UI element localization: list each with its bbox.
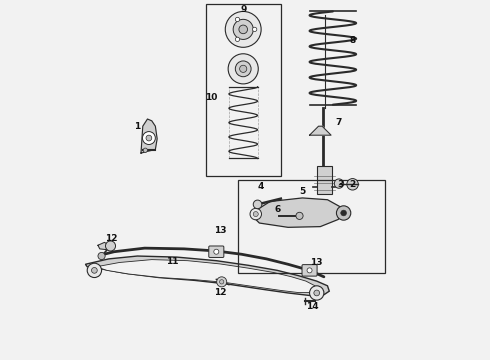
Circle shape (240, 65, 247, 72)
Circle shape (337, 206, 351, 220)
Circle shape (220, 280, 224, 284)
Circle shape (225, 12, 261, 47)
Circle shape (143, 132, 155, 144)
Polygon shape (85, 256, 329, 296)
Text: 6: 6 (274, 205, 280, 214)
Circle shape (235, 37, 240, 41)
Text: 3: 3 (337, 180, 343, 189)
Circle shape (307, 268, 312, 273)
Circle shape (314, 290, 319, 296)
Circle shape (253, 200, 262, 209)
Text: 9: 9 (241, 5, 247, 14)
Text: 13: 13 (214, 226, 226, 235)
Circle shape (250, 208, 262, 220)
Text: 2: 2 (349, 180, 356, 189)
Circle shape (347, 179, 358, 190)
Text: 1: 1 (134, 122, 141, 131)
Polygon shape (96, 260, 316, 293)
Text: 4: 4 (258, 182, 264, 191)
Circle shape (253, 212, 258, 217)
Circle shape (235, 17, 240, 22)
Circle shape (235, 61, 251, 77)
Circle shape (341, 210, 346, 216)
Text: 7: 7 (335, 118, 342, 127)
Bar (317, 166, 332, 194)
Circle shape (146, 135, 152, 141)
Text: 10: 10 (205, 93, 217, 102)
Bar (238, 180, 385, 273)
Circle shape (143, 148, 147, 152)
Text: 8: 8 (349, 36, 356, 45)
Circle shape (334, 179, 343, 188)
Circle shape (239, 25, 247, 34)
Text: 14: 14 (306, 302, 318, 311)
Text: 13: 13 (311, 258, 323, 267)
Circle shape (228, 54, 258, 84)
Circle shape (233, 19, 253, 40)
Polygon shape (141, 119, 157, 153)
FancyBboxPatch shape (302, 265, 317, 276)
Text: 12: 12 (214, 288, 226, 297)
Polygon shape (98, 242, 109, 249)
Circle shape (214, 249, 219, 254)
Text: 5: 5 (299, 187, 305, 196)
Text: 12: 12 (105, 234, 118, 243)
Polygon shape (310, 126, 331, 135)
Circle shape (105, 241, 116, 251)
Circle shape (217, 277, 227, 287)
Polygon shape (252, 198, 343, 227)
Bar (205, 4, 281, 176)
FancyBboxPatch shape (209, 246, 224, 257)
Text: 11: 11 (166, 257, 178, 266)
Circle shape (98, 252, 105, 260)
Circle shape (296, 212, 303, 220)
Circle shape (310, 286, 324, 300)
Circle shape (92, 267, 97, 273)
Circle shape (252, 27, 257, 32)
Circle shape (87, 263, 101, 278)
